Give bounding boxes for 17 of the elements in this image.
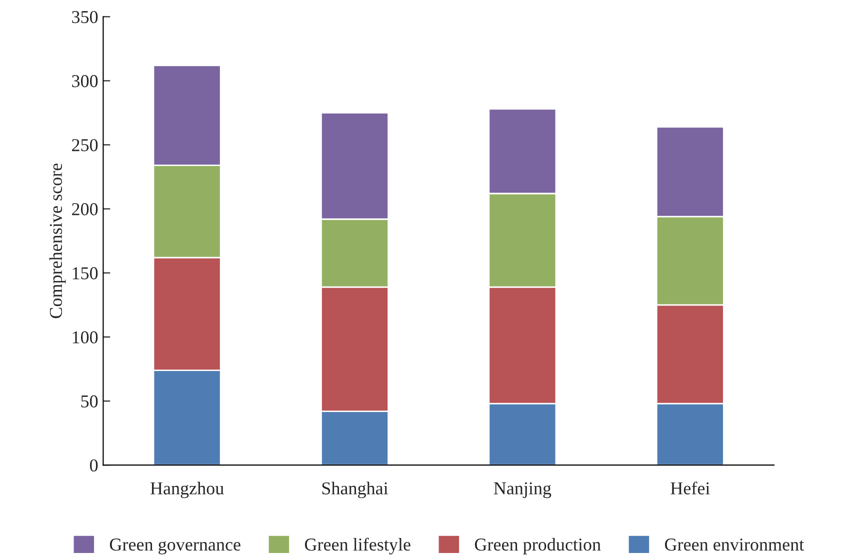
legend-label: Green governance <box>110 538 240 554</box>
y-tick-label: 0 <box>90 459 98 472</box>
y-tick-label: 50 <box>81 395 98 408</box>
legend-label: Green production <box>474 538 601 554</box>
x-tick-label: Shanghai <box>322 482 388 498</box>
y-tick-label: 100 <box>72 331 98 344</box>
x-tick-label: Hefei <box>670 482 710 494</box>
y-axis-title: Comprehensive score <box>49 164 66 318</box>
y-tick-label: 150 <box>72 267 98 280</box>
y-tick-label: 350 <box>72 10 98 24</box>
y-tick-label: 300 <box>72 75 98 88</box>
legend-label: Green lifestyle <box>304 538 410 554</box>
y-tick-label: 200 <box>72 203 98 216</box>
legend-label: Green environment <box>664 538 804 551</box>
x-tick-label: Hangzhou <box>150 482 224 498</box>
y-tick-label: 250 <box>72 139 98 152</box>
x-tick-label: Nanjing <box>494 482 552 498</box>
